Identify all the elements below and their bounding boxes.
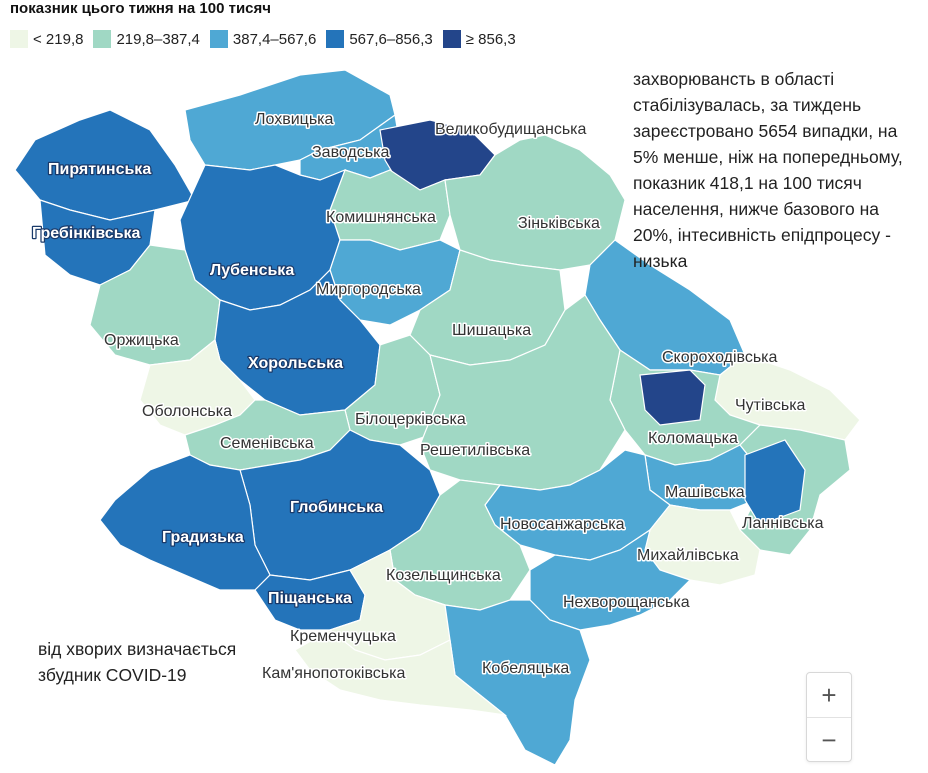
summary-annotation: захворювансть в області стабілізувалась,… <box>633 69 903 271</box>
label-orzhytska: Оржицька <box>104 332 179 349</box>
label-kolomatska: Коломацька <box>648 430 738 447</box>
label-myrhorodska: Миргородська <box>316 281 421 298</box>
legend-swatch <box>10 30 28 48</box>
label-velykobudyshchanska: Великобудищанська <box>435 121 587 138</box>
zoom-control: + − <box>806 672 852 762</box>
poltava-oblast-map[interactable]: Лохвицька Заводська Великобудищанська Пи… <box>0 60 928 773</box>
zoom-out-button[interactable]: − <box>821 724 837 755</box>
region-pyriatynska[interactable] <box>14 109 196 221</box>
label-mashivska: Машівська <box>665 484 745 501</box>
legend-swatch <box>442 30 461 48</box>
label-pishchanska: Піщанська <box>268 590 352 607</box>
legend-item: ≥ 856,3 <box>442 30 516 48</box>
legend-swatch <box>209 30 228 48</box>
label-lubenska: Лубенська <box>210 262 294 279</box>
label-obolonska: Оболонська <box>142 403 232 420</box>
label-pyriatynska: Пирятинська <box>48 161 151 178</box>
legend-item: < 219,8 <box>10 30 83 48</box>
label-novosanzharska: Новосанжарська <box>500 516 625 533</box>
footnote: від хворих визначається збудник COVID-19 <box>38 639 237 685</box>
legend-label: 387,4–567,6 <box>232 30 317 48</box>
label-hradyzka: Градизька <box>162 529 244 546</box>
label-khorolska: Хорольська <box>248 355 343 372</box>
legend-item: 219,8–387,4 <box>93 30 200 48</box>
label-hrebinkivska: Гребінківська <box>32 225 141 242</box>
label-skorokhodivska: Скороходівська <box>662 349 778 366</box>
label-nekhvoroshchanska: Нехворощанська <box>563 594 690 611</box>
legend-label: 219,8–387,4 <box>116 30 200 48</box>
label-lokhvytska: Лохвицька <box>255 111 334 128</box>
legend: < 219,8 219,8–387,4 387,4–567,6 567,6–85… <box>10 30 516 48</box>
label-shyshatska: Шишацька <box>452 322 531 339</box>
legend-item: 387,4–567,6 <box>209 30 317 48</box>
label-reshetylivska: Решетилівська <box>420 442 530 459</box>
legend-swatch <box>93 30 112 48</box>
label-zavodska: Заводська <box>312 144 389 161</box>
legend-item: 567,6–856,3 <box>326 30 433 48</box>
label-chutivska: Чутівська <box>735 397 806 414</box>
legend-label: < 219,8 <box>33 30 84 48</box>
label-hlobynska: Глобинська <box>290 499 383 516</box>
label-kozelshchynska: Козельщинська <box>386 567 501 584</box>
label-mykhailivska: Михайлівська <box>637 547 739 564</box>
zoom-in-button[interactable]: + <box>807 673 851 718</box>
label-kobeliatska: Кобеляцька <box>482 660 569 677</box>
label-zinkivska: Зіньківська <box>518 215 600 232</box>
map-title: показник цього тижня на 100 тисяч <box>10 0 271 17</box>
label-komyshnianska: Комишнянська <box>326 209 436 226</box>
label-lannivska: Ланнівська <box>742 515 824 532</box>
legend-swatch <box>326 30 345 48</box>
region-lannivska-hotspot[interactable] <box>744 439 806 526</box>
label-kamianopotokivska: Кам'янопотоківська <box>262 665 405 682</box>
region-kamianopotokivska[interactable] <box>294 629 508 716</box>
legend-label: 567,6–856,3 <box>349 30 433 48</box>
label-kremenchutska: Кременчуцька <box>290 628 396 645</box>
legend-label: ≥ 856,3 <box>465 30 516 48</box>
label-semenivska: Семенівська <box>220 435 314 452</box>
region-kolomatska-hotspot[interactable] <box>639 369 706 426</box>
label-bilotserkivska: Білоцерківська <box>355 411 466 428</box>
